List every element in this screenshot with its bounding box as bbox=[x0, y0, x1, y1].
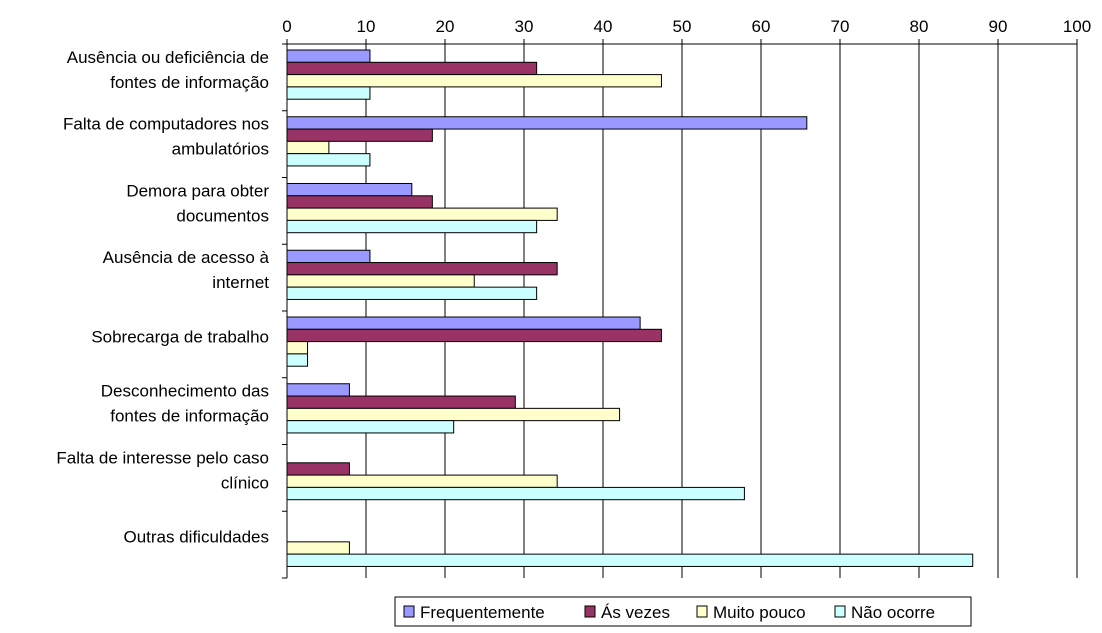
category-label: Demora para obter bbox=[126, 181, 269, 200]
bar bbox=[286, 420, 455, 434]
bar bbox=[286, 195, 433, 209]
legend-swatch bbox=[584, 605, 596, 618]
bar bbox=[286, 474, 558, 488]
bar bbox=[286, 541, 350, 555]
legend-label: Muito pouco bbox=[713, 603, 806, 622]
bar bbox=[286, 153, 371, 167]
bar bbox=[286, 249, 371, 264]
bar bbox=[286, 286, 538, 300]
category-label: Ausência de acesso à bbox=[103, 248, 270, 267]
bar bbox=[286, 128, 433, 142]
category-label: Sobrecarga de trabalho bbox=[91, 327, 269, 346]
bar bbox=[286, 140, 330, 155]
bar bbox=[286, 353, 309, 367]
bar bbox=[286, 219, 538, 234]
legend: Frequentemente Ás vezes Muito pouco Não oco… bbox=[394, 596, 972, 627]
bar bbox=[286, 86, 371, 100]
bar bbox=[286, 395, 516, 409]
bar bbox=[286, 61, 538, 76]
category-label: Outras dificuldades bbox=[123, 528, 269, 547]
legend-swatch bbox=[834, 605, 846, 618]
category-label: fontes de informação bbox=[110, 407, 269, 426]
category-label: fontes de informação bbox=[110, 73, 269, 92]
bar bbox=[286, 183, 413, 197]
category-labels: Ausência ou deficiência de fontes de info… bbox=[56, 48, 269, 547]
x-tick-label: 20 bbox=[436, 17, 455, 36]
legend-label: Ás vezes bbox=[601, 603, 670, 622]
x-tick-label: 10 bbox=[357, 17, 376, 36]
bar bbox=[286, 407, 621, 422]
bar bbox=[286, 328, 662, 343]
category-label: Ausência ou deficiência de bbox=[67, 48, 269, 67]
x-tick-label: 80 bbox=[910, 17, 929, 36]
category-label: clínico bbox=[221, 473, 269, 492]
x-tick-label: 0 bbox=[282, 17, 291, 36]
legend-swatch bbox=[696, 605, 708, 618]
bars bbox=[286, 49, 974, 567]
x-tick-label: 50 bbox=[673, 17, 692, 36]
x-tick-label: 90 bbox=[989, 17, 1008, 36]
x-tick-labels: 0 10 20 30 40 50 60 70 80 90 100 bbox=[282, 17, 1091, 36]
category-label: internet bbox=[212, 273, 269, 292]
bar bbox=[286, 316, 641, 330]
bar bbox=[286, 341, 309, 355]
x-tick-label: 40 bbox=[594, 17, 613, 36]
bar bbox=[286, 462, 350, 476]
legend-swatch bbox=[403, 605, 415, 618]
bar bbox=[286, 553, 974, 567]
category-label: ambulatórios bbox=[172, 140, 269, 159]
legend-box bbox=[394, 596, 972, 627]
category-label: documentos bbox=[176, 206, 269, 225]
legend-label: Frequentemente bbox=[420, 603, 545, 622]
category-label: Desconhecimento das bbox=[101, 382, 269, 401]
x-tick-label: 100 bbox=[1063, 17, 1091, 36]
bar bbox=[286, 383, 350, 397]
x-tick-label: 30 bbox=[515, 17, 534, 36]
x-tick-label: 70 bbox=[831, 17, 850, 36]
bar bbox=[286, 262, 558, 276]
bar bbox=[286, 207, 558, 221]
category-label: Falta de computadores nos bbox=[63, 115, 269, 134]
bar bbox=[286, 486, 745, 501]
category-label: Falta de interesse pelo caso bbox=[56, 448, 269, 467]
bar bbox=[286, 116, 808, 130]
bar bbox=[286, 74, 662, 88]
bar bbox=[286, 49, 371, 63]
legend-label: Não ocorre bbox=[851, 603, 935, 622]
x-tick-label: 60 bbox=[752, 17, 771, 36]
bar bbox=[286, 274, 475, 288]
